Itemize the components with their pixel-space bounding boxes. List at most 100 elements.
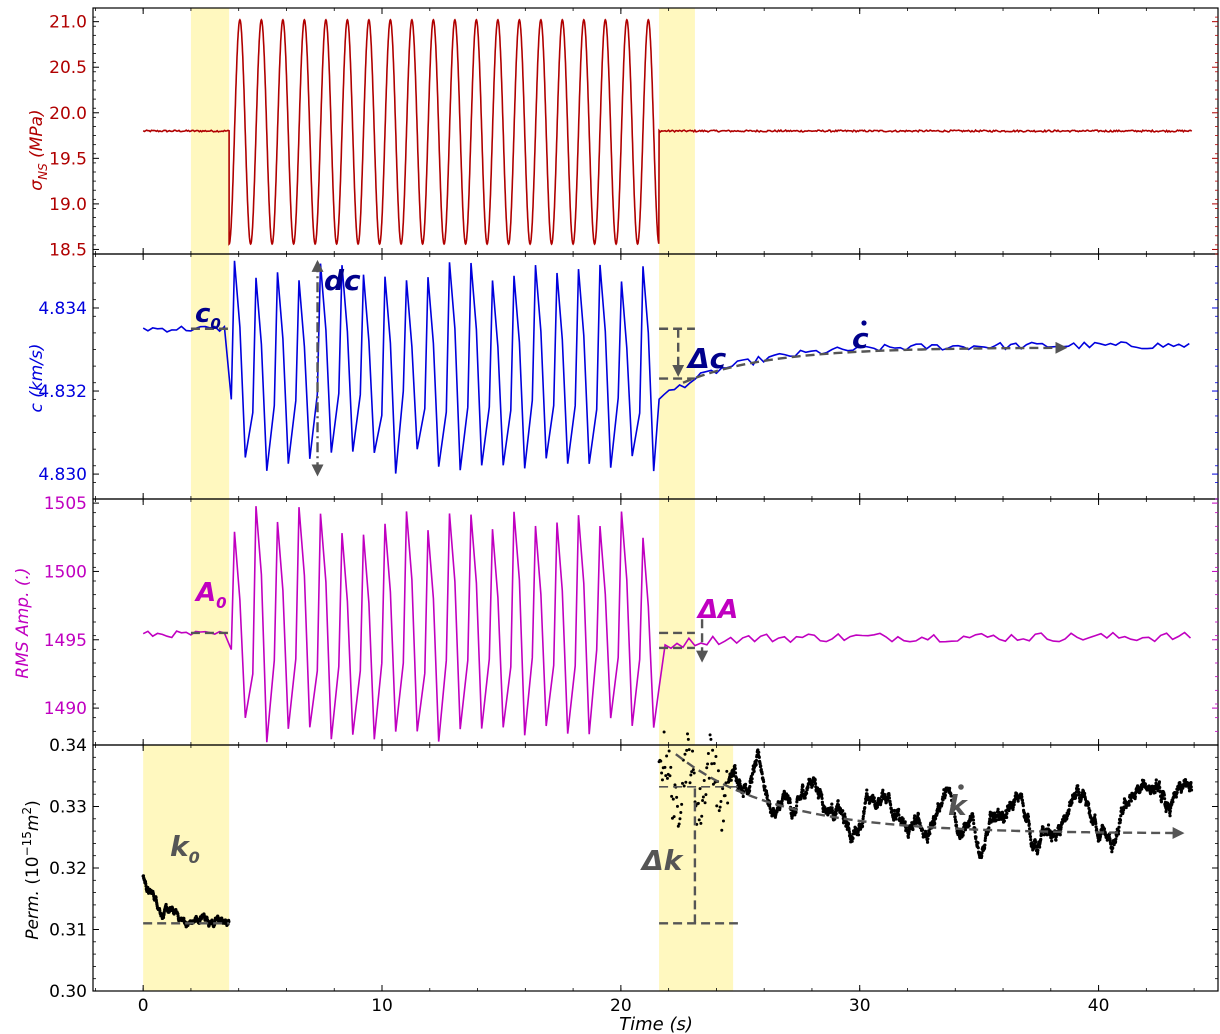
perm-point xyxy=(1189,788,1194,792)
perm-point xyxy=(754,758,759,763)
perm-point xyxy=(1171,800,1175,804)
perm-point xyxy=(1142,779,1146,783)
perm-point xyxy=(671,797,675,801)
ytick-label-velocity-2: 4.834 xyxy=(38,299,87,319)
perm-point xyxy=(1038,845,1042,849)
velocity-series-line xyxy=(142,260,1190,474)
perm-point xyxy=(708,733,712,737)
perm-point xyxy=(1170,802,1174,806)
perm-point xyxy=(679,811,683,815)
perm-point xyxy=(933,821,937,825)
perm-point xyxy=(1091,822,1095,826)
perm-point xyxy=(1157,780,1162,784)
perm-point xyxy=(757,750,761,754)
xtick-label-0: 0 xyxy=(138,996,149,1016)
perm-point xyxy=(801,784,805,788)
perm-point xyxy=(863,805,867,810)
ytick-label-amplitude-1: 1495 xyxy=(44,631,87,651)
perm-point xyxy=(757,755,761,759)
perm-point xyxy=(763,784,767,789)
perm-point xyxy=(1093,813,1097,817)
perm-point xyxy=(830,806,834,810)
perm-point xyxy=(1168,809,1172,813)
perm-point xyxy=(759,767,763,772)
perm-point xyxy=(696,801,700,805)
perm-point xyxy=(723,794,727,798)
perm-point xyxy=(1029,838,1033,842)
perm-point xyxy=(720,828,724,832)
perm-point xyxy=(1027,822,1031,826)
perm-point xyxy=(1050,839,1054,843)
perm-point xyxy=(865,788,869,792)
amplitude-series-line xyxy=(142,506,1192,743)
perm-point xyxy=(1011,805,1015,809)
perm-point xyxy=(678,817,682,821)
perm-point xyxy=(996,807,1000,811)
perm-point xyxy=(949,794,953,798)
A0-label: A0 xyxy=(194,578,227,612)
perm-point xyxy=(1129,799,1133,803)
perm-point xyxy=(1087,802,1091,806)
perm-point xyxy=(182,916,186,920)
perm-point xyxy=(803,796,807,800)
perm-point xyxy=(161,915,166,920)
perm-point xyxy=(993,811,997,815)
ytick-label-sigma-0: 18.5 xyxy=(49,240,87,260)
perm-point xyxy=(759,764,763,768)
perm-point xyxy=(680,802,684,806)
perm-point xyxy=(1067,808,1071,812)
perm-point xyxy=(925,840,930,844)
perm-point xyxy=(750,780,754,784)
perm-point xyxy=(1074,790,1078,794)
perm-point xyxy=(865,792,869,796)
perm-point xyxy=(806,785,810,789)
perm-point xyxy=(1113,840,1118,844)
perm-point xyxy=(935,811,939,815)
perm-point xyxy=(685,748,689,752)
perm-point xyxy=(754,763,758,767)
ytick-label-sigma-4: 20.5 xyxy=(49,58,87,78)
perm-point xyxy=(1011,807,1015,812)
perm-point xyxy=(667,749,671,753)
perm-point xyxy=(911,827,915,832)
perm-point xyxy=(943,793,947,797)
perm-point xyxy=(1162,793,1166,797)
perm-point xyxy=(1189,781,1193,785)
highlight-band-3-1 xyxy=(659,745,734,991)
perm-point xyxy=(1059,825,1063,829)
panel-frame-1 xyxy=(92,253,1219,500)
perm-point xyxy=(879,798,884,803)
perm-point xyxy=(1002,819,1006,823)
perm-point xyxy=(856,833,861,837)
perm-point xyxy=(721,787,725,791)
perm-point xyxy=(706,762,710,766)
highlight-band-1-0 xyxy=(190,254,230,499)
perm-point xyxy=(662,730,666,734)
perm-point xyxy=(719,800,723,804)
perm-point xyxy=(669,765,673,769)
perm-point xyxy=(1039,837,1043,841)
perm-point xyxy=(705,766,709,770)
perm-point xyxy=(897,813,901,817)
perm-point xyxy=(1005,815,1009,820)
perm-point xyxy=(700,814,704,818)
xtick-label-3: 30 xyxy=(849,996,871,1016)
perm-point xyxy=(1189,785,1193,789)
perm-point xyxy=(801,788,805,792)
perm-point xyxy=(725,769,729,773)
perm-point xyxy=(664,774,668,778)
perm-point xyxy=(961,830,965,834)
perm-point xyxy=(703,801,707,805)
perm-point xyxy=(691,768,695,772)
perm-point xyxy=(733,771,738,775)
highlight-band-1-1 xyxy=(659,254,695,499)
perm-point xyxy=(1164,809,1168,814)
perm-point xyxy=(794,804,799,808)
ytick-label-sigma-3: 20.0 xyxy=(49,104,87,124)
ytick-label-permeability-1: 0.31 xyxy=(49,921,87,941)
perm-point xyxy=(660,778,664,782)
perm-point xyxy=(1058,833,1062,837)
perm-point xyxy=(1076,784,1080,788)
c-dot-label: c xyxy=(852,322,869,355)
perm-point xyxy=(764,789,769,793)
